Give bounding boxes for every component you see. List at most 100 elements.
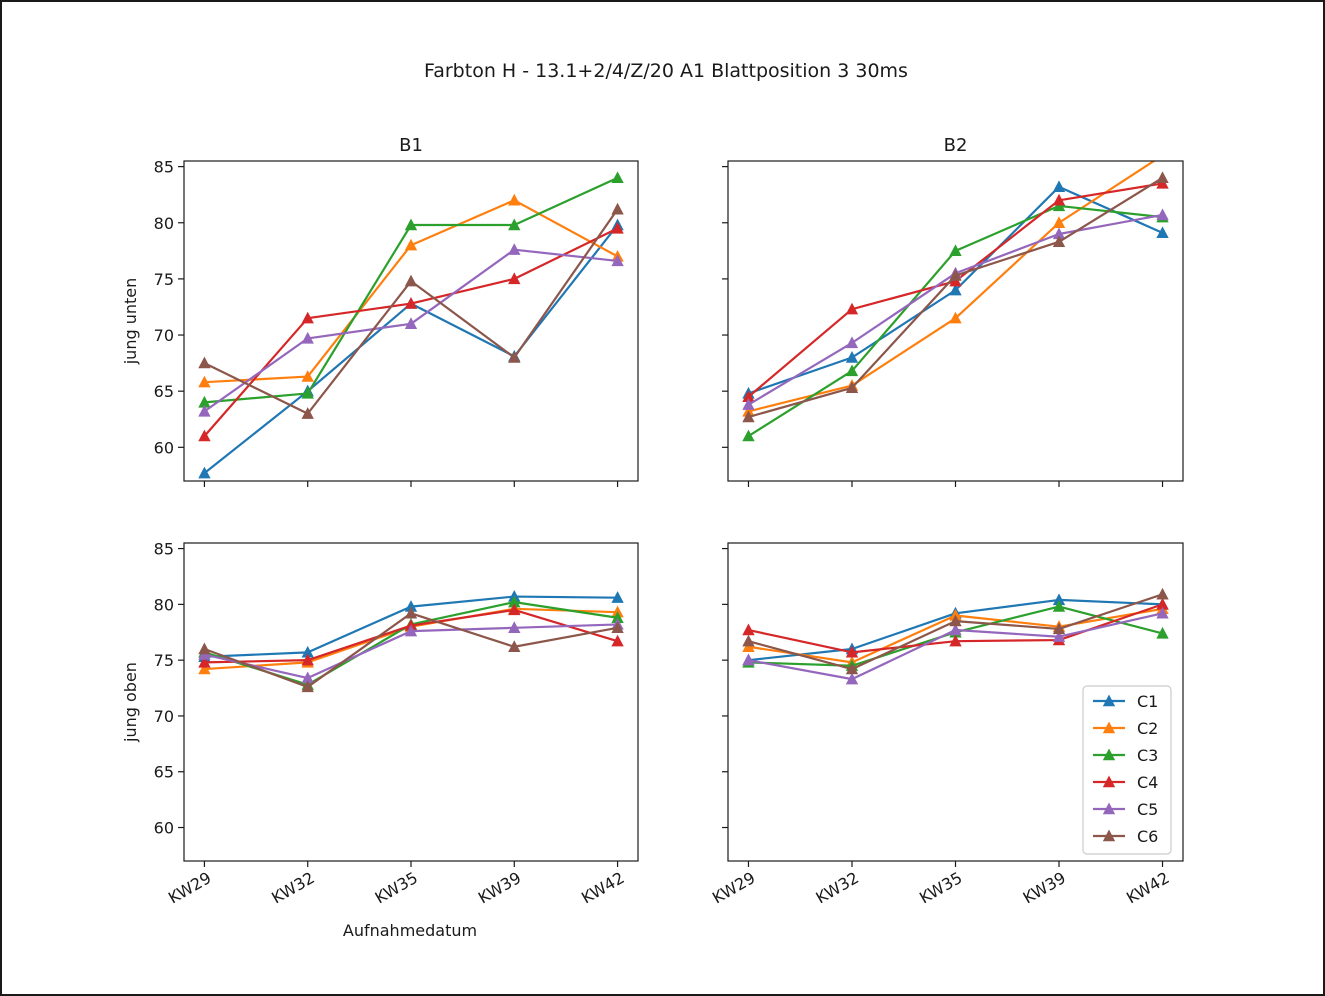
legend-marker-C2 (1102, 721, 1116, 734)
data-point-C2-KW35 (949, 311, 962, 324)
y-tick-label: 65 (154, 763, 174, 782)
data-point-C4-KW35 (949, 634, 962, 647)
data-point-C6-KW35 (949, 614, 962, 627)
series-line-C4 (203, 227, 619, 437)
data-point-C4-KW29 (742, 623, 755, 636)
plot-area (198, 590, 624, 693)
y-tick-label: 70 (154, 707, 174, 726)
subplot-title: B2 (944, 135, 968, 156)
data-point-C3-KW32 (845, 364, 859, 377)
y-tick-label: 60 (154, 438, 174, 457)
legend-label-C4: C4 (1137, 773, 1158, 792)
subplot-top-left: 60 65 70 75 80 85 B1 jung unten (121, 135, 639, 487)
y-tick-label: 65 (154, 382, 174, 401)
legend: C1 C2 C3 C4 C5 C6 (1082, 685, 1172, 855)
data-point-C5-KW35 (404, 317, 418, 330)
data-point-C5-KW39 (1052, 630, 1066, 642)
data-point-C6-KW39 (1052, 622, 1066, 635)
data-point-C1-KW32 (845, 350, 859, 363)
data-point-C2-KW29 (198, 662, 211, 675)
legend-marker-C4 (1102, 775, 1116, 788)
x-tick-label: KW39 (1020, 868, 1069, 908)
series-line-C1 (203, 224, 619, 475)
series-line-C5 (747, 213, 1163, 406)
data-point-C6-KW29 (198, 642, 211, 655)
data-point-C4-KW39 (508, 603, 521, 616)
x-tick-label: KW39 (475, 868, 524, 908)
data-point-C6-KW32 (845, 381, 859, 394)
data-point-C3-KW39 (1052, 600, 1066, 612)
data-point-C5-KW29 (198, 404, 211, 417)
y-axis-label: jung unten (121, 278, 140, 366)
data-point-C5-KW39 (1052, 227, 1066, 240)
data-point-C3-KW35 (404, 218, 418, 231)
data-point-C4-KW42 (611, 634, 624, 647)
data-point-C5-KW42 (611, 254, 624, 267)
x-tick-label: KW42 (578, 868, 627, 908)
data-point-C4-KW42 (1156, 597, 1169, 610)
x-tick-label: KW32 (268, 868, 317, 908)
data-point-C6-KW29 (742, 410, 755, 423)
data-point-C3-KW42 (611, 611, 624, 623)
y-tick-label: 70 (154, 326, 174, 345)
data-point-C4-KW32 (301, 653, 314, 666)
x-tick-label: KW29 (709, 868, 758, 908)
x-tick-label: KW32 (813, 868, 862, 908)
legend-marker-C6 (1102, 829, 1116, 842)
data-point-C6-KW42 (1156, 587, 1169, 600)
legend-label-C6: C6 (1137, 827, 1158, 846)
data-point-C5-KW39 (508, 243, 521, 255)
x-tick-label: KW29 (165, 868, 214, 908)
data-point-C1-KW42 (611, 591, 624, 603)
data-point-C4-KW39 (508, 272, 521, 285)
x-tick-label: KW35 (916, 868, 965, 908)
legend-label-C3: C3 (1137, 746, 1158, 765)
legend-label-C1: C1 (1137, 692, 1158, 711)
data-point-C5-KW39 (508, 621, 521, 633)
data-point-C3-KW39 (508, 218, 521, 231)
y-tick-label: 80 (154, 214, 174, 233)
data-point-C1-KW32 (301, 645, 314, 658)
x-axis-label: Aufnahmedatum (343, 921, 477, 940)
y-tick-label: 60 (154, 819, 174, 838)
y-tick-label: 75 (154, 270, 174, 289)
data-point-C1-KW29 (198, 466, 211, 479)
data-point-C1-KW35 (404, 600, 418, 612)
axes-frame (183, 542, 639, 862)
data-point-C2-KW39 (1052, 216, 1066, 228)
data-point-C2-KW32 (301, 370, 314, 382)
data-point-C5-KW35 (404, 624, 418, 637)
data-point-C6-KW29 (742, 634, 755, 647)
y-axis-label: jung oben (121, 662, 140, 743)
data-point-C5-KW42 (1156, 208, 1169, 221)
data-point-C4-KW32 (845, 302, 859, 315)
data-point-C6-KW39 (508, 350, 521, 363)
data-point-C1-KW42 (1156, 226, 1169, 239)
subplot-bottom-right: KW29 KW32 KW35 KW39 KW42 (709, 542, 1184, 908)
data-point-C3-KW29 (742, 429, 755, 442)
data-point-C6-KW39 (1052, 235, 1066, 248)
data-point-C1-KW35 (949, 283, 962, 296)
data-point-C3-KW29 (198, 395, 211, 408)
figure-title: Farbton H - 13.1+2/4/Z/20 A1 Blattpositi… (424, 60, 908, 82)
data-point-C3-KW32 (301, 386, 314, 399)
data-point-C6-KW35 (404, 274, 418, 287)
data-point-C6-KW39 (508, 640, 521, 652)
data-point-C3-KW42 (1156, 626, 1169, 639)
data-point-C1-KW39 (1052, 180, 1066, 193)
data-point-C6-KW42 (611, 621, 624, 633)
subplot-panels: 60 65 70 75 80 85 B1 jung unten B2 60 65 70 75 80 85 KW… (121, 135, 1184, 908)
data-point-C6-KW42 (1156, 171, 1169, 184)
legend-marker-C1 (1102, 694, 1116, 707)
data-point-C2-KW42 (1156, 149, 1168, 161)
data-point-C5-KW29 (742, 653, 755, 666)
subplot-bottom-left: 60 65 70 75 80 85 KW29 KW32 KW35 KW39 KW42 jung obe… (121, 540, 639, 908)
data-point-C2-KW35 (404, 238, 418, 251)
x-tick-label: KW35 (372, 868, 421, 908)
legend-marker-C3 (1102, 748, 1116, 761)
data-point-C6-KW32 (845, 662, 859, 675)
y-tick-label: 85 (154, 540, 174, 559)
data-point-C5-KW32 (845, 672, 859, 685)
data-point-C3-KW42 (611, 171, 624, 184)
legend-label-C5: C5 (1137, 800, 1158, 819)
